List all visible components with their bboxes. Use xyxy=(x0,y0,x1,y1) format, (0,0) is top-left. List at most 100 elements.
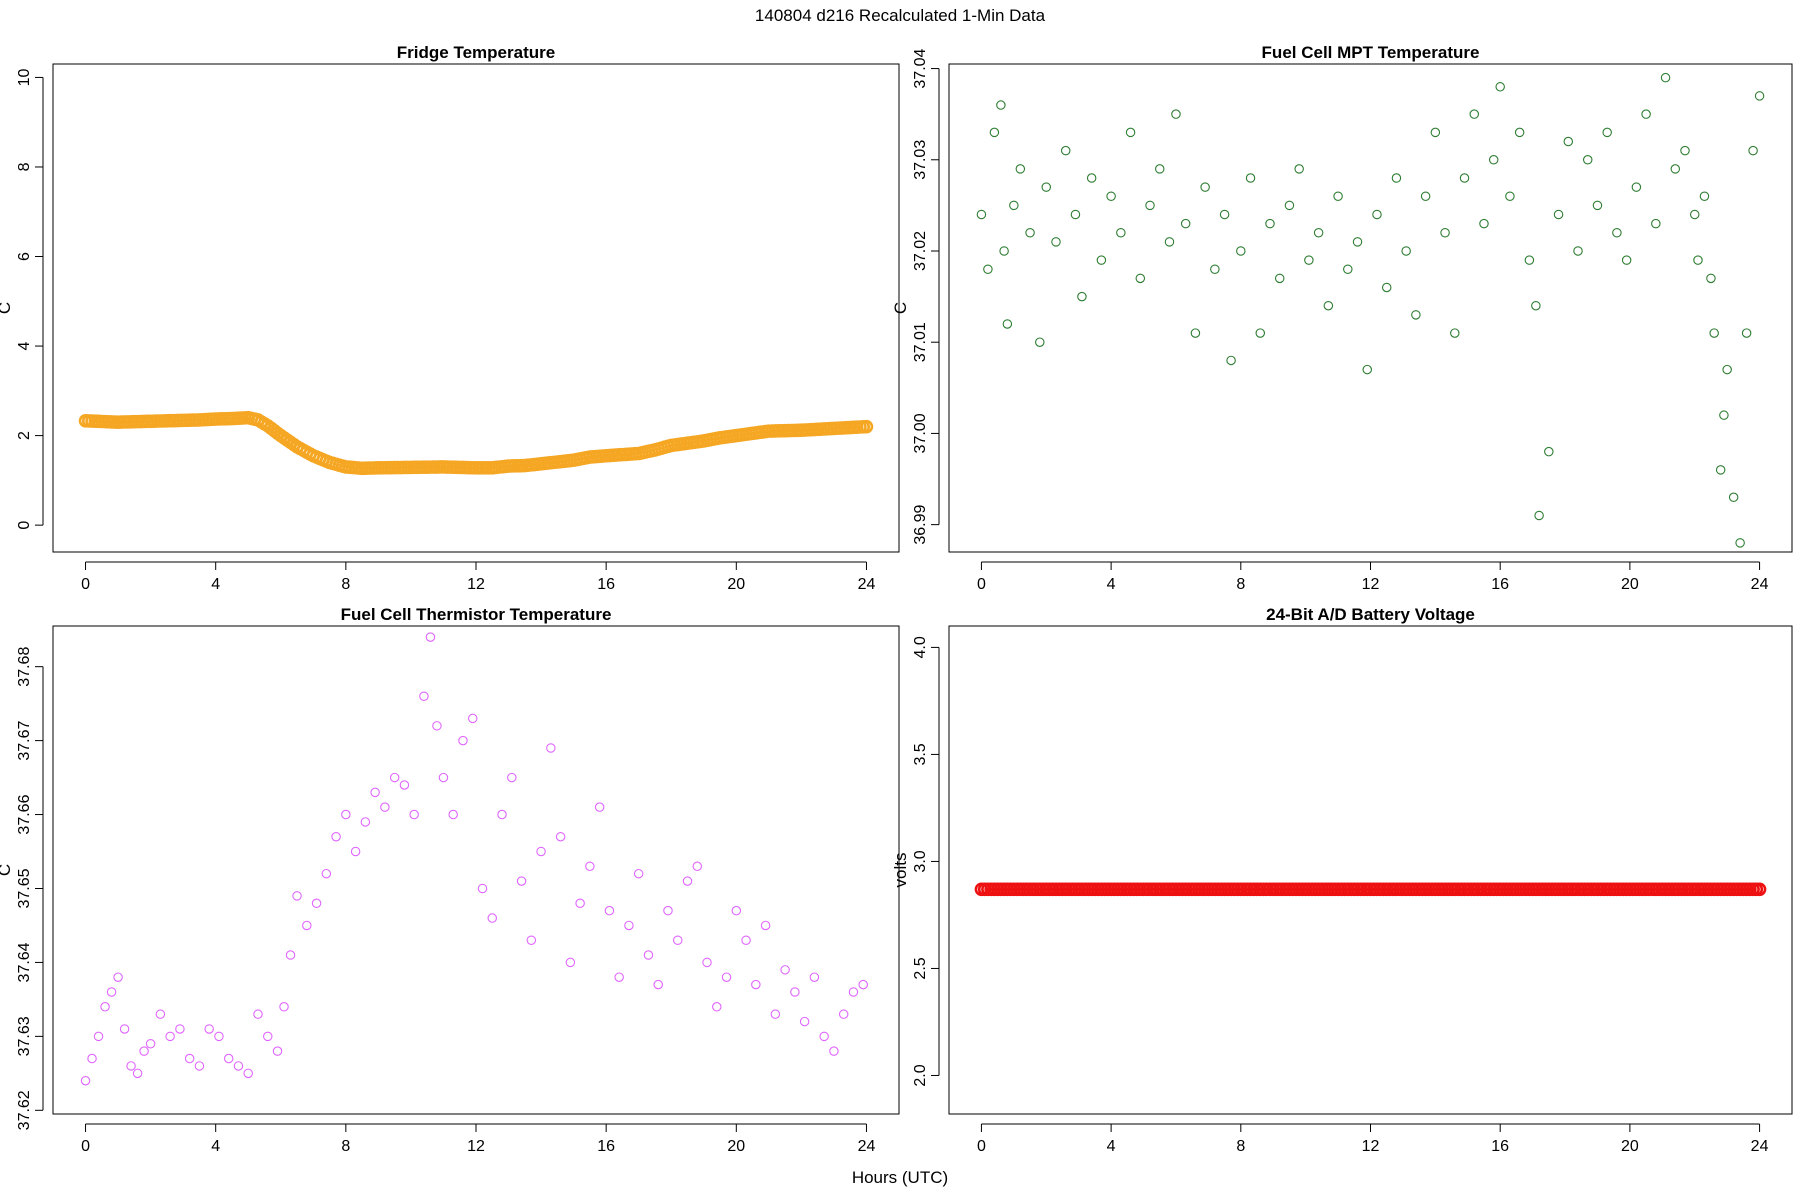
y-tick-label: 37.66 xyxy=(16,794,33,834)
y-tick-label: 37.00 xyxy=(912,413,929,453)
data-point xyxy=(1245,173,1256,183)
data-point xyxy=(989,127,1000,138)
data-point xyxy=(285,950,296,960)
data-point xyxy=(983,264,993,274)
y-tick-label: 3.5 xyxy=(912,743,929,765)
data-point xyxy=(331,831,341,842)
y-axis-label: C xyxy=(0,302,14,314)
data-point xyxy=(1035,337,1045,347)
data-point xyxy=(1722,364,1732,375)
data-point xyxy=(1164,237,1175,247)
data-point xyxy=(113,972,123,982)
plot-frame xyxy=(948,625,1793,1115)
data-point xyxy=(1524,255,1535,265)
data-point xyxy=(819,1031,829,1042)
y-tick-label: 37.67 xyxy=(16,720,33,760)
data-point xyxy=(1514,127,1525,138)
y-axis-label: volts xyxy=(891,853,910,888)
data-point xyxy=(272,1046,283,1056)
data-point xyxy=(1459,173,1470,183)
data-point xyxy=(380,802,390,812)
data-point xyxy=(1077,291,1087,302)
y-axis-label: C xyxy=(0,864,14,876)
data-point xyxy=(1145,200,1155,211)
data-point xyxy=(1495,82,1505,92)
data-point xyxy=(1391,173,1402,183)
data-point xyxy=(93,1031,104,1042)
data-point xyxy=(624,920,634,931)
data-point xyxy=(1135,273,1146,284)
x-tick-label: 8 xyxy=(341,1138,350,1155)
data-point xyxy=(1210,264,1220,274)
data-point xyxy=(432,721,442,731)
data-point xyxy=(1219,209,1230,220)
data-point xyxy=(311,898,322,909)
data-point xyxy=(1343,264,1353,274)
x-tick-label: 0 xyxy=(81,576,90,593)
y-tick-label: 37.03 xyxy=(912,140,929,180)
data-point xyxy=(1255,328,1266,338)
data-point xyxy=(350,846,361,857)
x-tick-label: 8 xyxy=(1236,1138,1245,1155)
data-point xyxy=(1226,355,1236,366)
data-point xyxy=(1420,191,1431,202)
y-tick-label: 37.01 xyxy=(912,322,929,362)
x-tick-label: 24 xyxy=(858,576,876,593)
data-point xyxy=(1709,328,1719,338)
data-point xyxy=(1602,127,1612,138)
data-point xyxy=(1641,109,1651,119)
data-point xyxy=(279,1002,289,1012)
y-axis-label: C xyxy=(891,302,910,314)
y-tick-label: 4 xyxy=(16,342,33,351)
y-tick-label: 8 xyxy=(16,162,33,171)
data-point xyxy=(721,972,732,982)
plot-frame xyxy=(52,63,900,553)
x-tick-label: 16 xyxy=(1491,1138,1509,1155)
data-point xyxy=(139,1046,149,1056)
data-point xyxy=(1401,246,1411,256)
data-point xyxy=(829,1046,839,1056)
data-point xyxy=(712,1002,722,1012)
data-point xyxy=(585,861,595,872)
data-point xyxy=(487,913,498,923)
data-point xyxy=(1440,227,1450,238)
x-tick-label: 4 xyxy=(1107,1138,1116,1155)
x-tick-label: 0 xyxy=(81,1138,90,1155)
data-point xyxy=(1719,410,1729,420)
data-point xyxy=(507,772,517,783)
x-tick-label: 24 xyxy=(1751,576,1769,593)
data-point xyxy=(87,1053,97,1064)
data-point xyxy=(321,868,332,879)
data-point xyxy=(165,1031,175,1042)
data-point xyxy=(1728,492,1739,503)
data-point xyxy=(389,772,400,783)
data-point xyxy=(1352,237,1363,247)
data-point xyxy=(1051,237,1061,247)
data-point xyxy=(1631,182,1642,192)
data-point xyxy=(741,935,751,945)
data-point xyxy=(1563,136,1574,147)
x-tick-label: 16 xyxy=(1491,576,1509,593)
data-point xyxy=(1002,319,1013,329)
data-point xyxy=(204,1024,214,1034)
data-point xyxy=(1680,145,1690,156)
data-point xyxy=(360,817,371,827)
data-point xyxy=(1741,328,1752,338)
data-point xyxy=(175,1024,185,1034)
x-tick-label: 16 xyxy=(597,576,615,593)
data-point xyxy=(155,1009,166,1019)
y-tick-label: 2.0 xyxy=(912,1064,929,1086)
data-point xyxy=(1411,310,1421,320)
x-tick-label: 0 xyxy=(977,1138,986,1155)
data-point xyxy=(292,891,302,901)
data-point xyxy=(682,876,693,886)
data-point xyxy=(106,987,117,997)
data-point xyxy=(341,809,351,820)
panel-title: 24-Bit A/D Battery Voltage xyxy=(1266,605,1475,624)
plot-frame xyxy=(52,625,900,1115)
data-point xyxy=(80,1075,91,1086)
data-point xyxy=(1025,227,1035,238)
data-point xyxy=(1715,465,1726,475)
data-point xyxy=(1015,164,1026,174)
x-tick-label: 12 xyxy=(467,1138,485,1155)
